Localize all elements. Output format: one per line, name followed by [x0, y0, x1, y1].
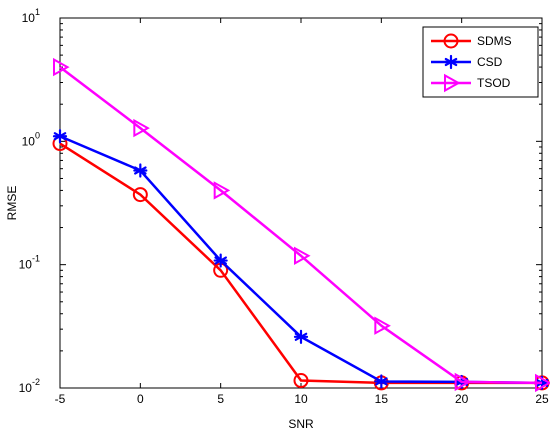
data-point-tsod — [213, 181, 231, 200]
data-point-tsod — [133, 118, 150, 138]
x-tick-label: -5 — [55, 392, 66, 406]
data-point-sdms — [293, 373, 309, 389]
data-point-csd — [213, 253, 228, 268]
legend-label-csd: CSD — [477, 55, 503, 69]
x-tick-label: 15 — [375, 392, 389, 406]
y-tick-label: 101 — [22, 7, 40, 25]
y-tick-label: 10-1 — [19, 254, 40, 272]
x-tick-label: 10 — [294, 392, 308, 406]
data-point-tsod — [53, 57, 70, 77]
x-tick-label: 0 — [137, 392, 144, 406]
x-tick-label: 5 — [217, 392, 224, 406]
x-tick-label: 25 — [535, 392, 549, 406]
legend-marker-tsod — [444, 73, 461, 93]
data-point-csd — [293, 329, 309, 344]
series-tsod — [53, 57, 550, 393]
series-line-tsod — [59, 66, 543, 385]
x-axis-title: SNR — [288, 417, 314, 431]
y-tick-label: 100 — [22, 130, 40, 148]
data-point-csd — [133, 163, 148, 178]
legend-label-sdms: SDMS — [477, 34, 512, 48]
data-point-csd — [52, 129, 68, 144]
data-point-tsod — [294, 246, 311, 266]
legend-marker-sdms — [443, 33, 459, 49]
y-tick-label: 10-2 — [19, 377, 40, 395]
legend-marker-csd — [443, 54, 459, 70]
y-axis-title: RMSE — [5, 186, 19, 221]
data-point-sdms — [132, 187, 148, 203]
data-point-tsod — [374, 316, 391, 335]
data-point-tsod — [454, 372, 472, 392]
data-point-csd — [374, 374, 389, 389]
data-point-tsod — [535, 373, 550, 393]
legend-label-tsod: TSOD — [477, 76, 511, 90]
legend: SDMS CSD TSOD — [422, 26, 539, 98]
data-series — [52, 57, 550, 393]
x-tick-label: 20 — [455, 392, 469, 406]
